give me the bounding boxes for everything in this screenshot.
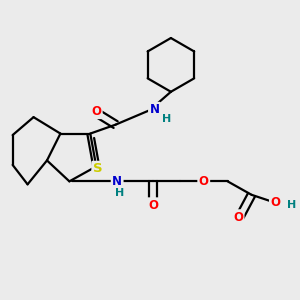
- Text: H: H: [162, 114, 172, 124]
- Text: O: O: [233, 211, 243, 224]
- Text: O: O: [148, 199, 158, 212]
- Text: S: S: [93, 162, 103, 175]
- Text: N: N: [149, 103, 160, 116]
- Text: H: H: [287, 200, 296, 210]
- Text: N: N: [112, 175, 122, 188]
- Text: O: O: [199, 175, 209, 188]
- Text: O: O: [91, 105, 101, 118]
- Text: H: H: [115, 188, 124, 198]
- Text: O: O: [270, 196, 280, 209]
